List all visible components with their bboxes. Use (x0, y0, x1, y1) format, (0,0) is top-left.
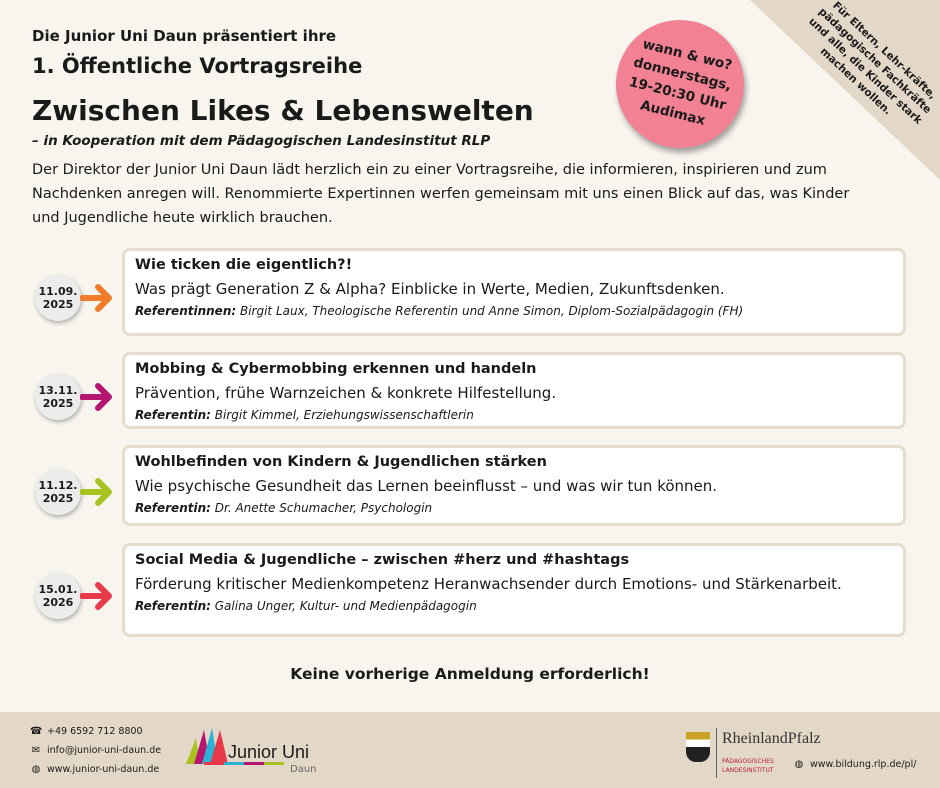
event-date: 11.12. 2025 (35, 468, 81, 515)
arrow-right-icon (80, 382, 112, 411)
page-title: Zwischen Likes & Lebenswelten (32, 94, 534, 127)
event-speakers: Referentin: Dr. Anette Schumacher, Psych… (135, 501, 893, 515)
event-date: 15.01. 2026 (35, 573, 81, 619)
speaker-label: Referentinnen: (135, 304, 237, 318)
speaker-names: Dr. Anette Schumacher, Psychologin (210, 501, 433, 515)
event-description: Wie psychische Gesundheit das Lernen bee… (135, 477, 718, 495)
event-card: Social Media & Jugendliche – zwischen #h… (122, 543, 906, 637)
footer: ☎ +49 6592 712 8800 ✉ info@junior-uni-daun… (0, 712, 940, 788)
time-place-badge: wann & wo? donnerstags, 19-20:30 Uhr Aud… (602, 6, 758, 162)
phone-number: +49 6592 712 8800 (47, 726, 143, 737)
email-link[interactable]: info@junior-uni-daun.de (47, 745, 162, 756)
event-date: 13.11. 2025 (35, 373, 81, 420)
event-title: Mobbing & Cybermobbing erkennen und hand… (135, 361, 537, 377)
phone-icon: ☎ (30, 726, 43, 737)
event-title: Social Media & Jugendliche – zwischen #h… (135, 552, 630, 568)
rlp-institute: PÄDAGOGISCHES LANDESINSTITUT (722, 757, 774, 775)
event-card: Wie ticken die eigentlich?! Was prägt Ge… (122, 248, 906, 336)
rlp-coat-of-arms-icon (686, 732, 710, 762)
event-card: Wohlbefinden von Kindern & Jugendlichen … (122, 445, 906, 526)
event-description: Prävention, frühe Warnzeichen & konkrete… (135, 384, 557, 402)
logo-underline (204, 762, 284, 765)
divider (716, 728, 717, 778)
date-day: 15.01. (38, 583, 78, 596)
event-title: Wie ticken die eigentlich?! (135, 257, 353, 273)
arrow-right-icon (80, 477, 112, 506)
logo-text: Junior Uni (228, 742, 310, 762)
date-year: 2025 (42, 298, 74, 311)
date-day: 13.11. (38, 383, 78, 397)
speaker-label: Referentin: (135, 408, 211, 422)
date-day: 11.09. (38, 285, 78, 298)
arrow-right-icon (80, 582, 112, 610)
event-description: Was prägt Generation Z & Alpha? Einblick… (135, 280, 725, 298)
speaker-names: Galina Unger, Kultur- und Medienpädagogi… (210, 599, 477, 613)
rlp-web-contact[interactable]: ◍ www.bildung.rlp.de/pl/ (793, 759, 917, 770)
email-contact[interactable]: ✉ info@junior-uni-daun.de (30, 745, 161, 756)
logo-mark-icon (186, 728, 228, 764)
cooperation-note: – in Kooperation mit dem Pädagogischen L… (32, 133, 491, 149)
date-year: 2025 (42, 396, 74, 410)
event-speakers: Referentinnen: Birgit Laux, Theologische… (135, 304, 893, 318)
rlp-sub-line: LANDESINSTITUT (722, 767, 774, 774)
speaker-label: Referentin: (135, 599, 211, 613)
rlp-website-link[interactable]: www.bildung.rlp.de/pl/ (810, 759, 917, 770)
web-contact[interactable]: ◍ www.junior-uni-daun.de (30, 764, 160, 775)
event-title: Wohlbefinden von Kindern & Jugendlichen … (135, 454, 547, 470)
speaker-names: Birgit Kimmel, Erziehungswissenschaftler… (210, 408, 474, 422)
rlp-sub-line: PÄDAGOGISCHES (722, 758, 774, 765)
date-year: 2025 (42, 491, 74, 505)
arrow-right-icon (80, 284, 112, 312)
event-speakers: Referentin: Birgit Kimmel, Erziehungswis… (135, 408, 893, 422)
globe-icon: ◍ (794, 759, 804, 770)
phone-contact: ☎ +49 6592 712 8800 (30, 726, 143, 737)
logo-subtext: Daun (290, 764, 317, 775)
date-year: 2026 (42, 596, 74, 609)
junior-uni-logo: Junior Uni Daun (182, 724, 322, 780)
globe-icon: ◍ (31, 764, 41, 775)
date-day: 11.12. (38, 478, 78, 492)
event-description: Förderung kritischer Medienkompetenz Her… (135, 575, 842, 593)
series-title: 1. Öffentliche Vortragsreihe (32, 54, 363, 78)
speaker-label: Referentin: (135, 501, 211, 515)
speaker-names: Birgit Laux, Theologische Referentin und… (236, 304, 744, 318)
event-date: 11.09. 2025 (35, 275, 81, 321)
event-card: Mobbing & Cybermobbing erkennen und hand… (122, 352, 906, 429)
pre-title: Die Junior Uni Daun präsentiert ihre (32, 27, 337, 45)
intro-text: Der Direktor der Junior Uni Daun lädt he… (32, 162, 850, 226)
mail-icon: ✉ (31, 745, 41, 756)
registration-note: Keine vorherige Anmeldung erforderlich! (290, 665, 650, 683)
rlp-logo-text: RheinlandPfalz (722, 730, 821, 747)
website-link[interactable]: www.junior-uni-daun.de (47, 764, 160, 775)
event-speakers: Referentin: Galina Unger, Kultur- und Me… (135, 599, 893, 613)
